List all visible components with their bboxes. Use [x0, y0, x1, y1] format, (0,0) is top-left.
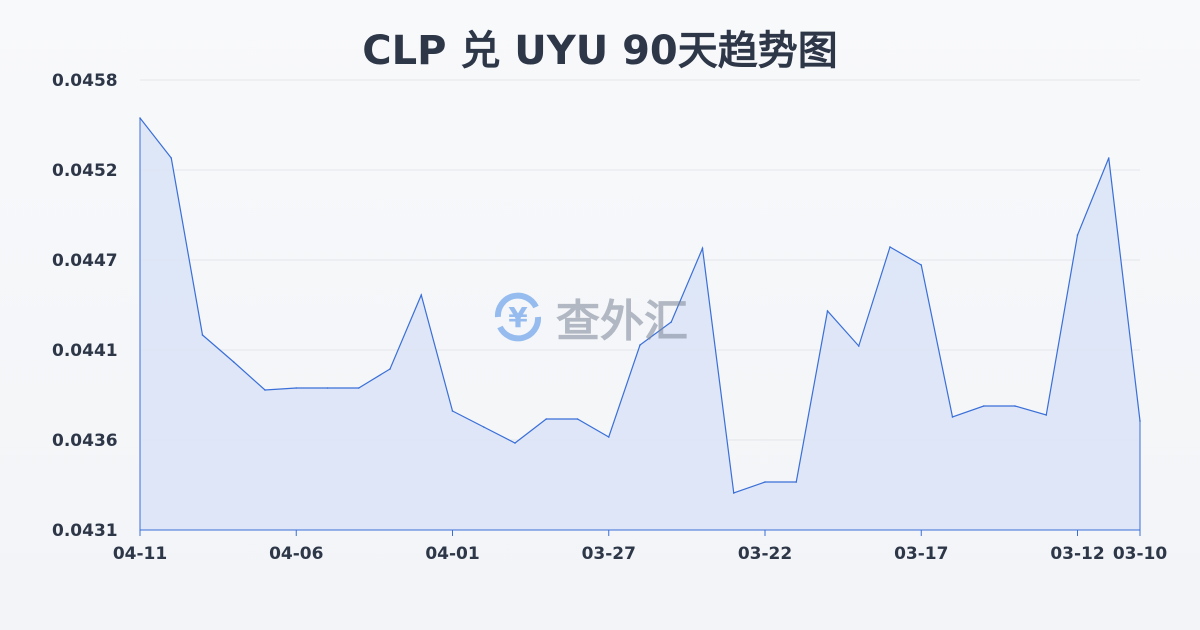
y-tick-label: 0.0431: [52, 521, 118, 541]
data-point: [639, 344, 641, 346]
data-point: [201, 334, 204, 336]
data-point: [326, 387, 329, 389]
area-fill: [140, 118, 1140, 530]
data-point: [764, 481, 766, 483]
data-point: [951, 416, 954, 418]
data-point: [514, 442, 516, 444]
x-tick-label: 03-22: [738, 544, 792, 564]
data-point: [170, 157, 173, 159]
data-point: [545, 418, 548, 420]
data-point: [732, 492, 735, 494]
y-tick-label: 0.0447: [52, 251, 118, 271]
data-point: [357, 387, 360, 389]
x-tick-label: 04-06: [269, 544, 323, 564]
data-point: [482, 426, 485, 428]
data-point: [889, 246, 891, 248]
data-point: [795, 481, 798, 483]
x-tick-label: 03-17: [894, 544, 948, 564]
chart-title: CLP 兑 UYU 90天趋势图: [362, 28, 838, 74]
data-point: [389, 368, 391, 370]
data-point: [295, 387, 298, 389]
y-tick-label: 0.0441: [52, 341, 118, 361]
watermark-text: 查外汇: [556, 296, 688, 347]
data-point: [670, 321, 673, 323]
data-point: [420, 294, 423, 296]
y-tick-label: 0.0452: [52, 161, 118, 181]
y-tick-label: 0.0436: [52, 431, 118, 451]
data-point: [232, 361, 235, 363]
watermark: ¥ 查外汇: [488, 285, 688, 349]
svg-text:¥: ¥: [508, 301, 528, 334]
data-point: [451, 410, 454, 412]
data-point: [264, 389, 266, 391]
yen-exchange-icon: ¥: [494, 292, 542, 342]
data-point: [857, 345, 860, 347]
data-point: [826, 310, 829, 312]
x-tick-label: 03-27: [582, 544, 636, 564]
y-tick-label: 0.0458: [52, 71, 118, 91]
data-point: [982, 405, 985, 407]
x-tick-label: 04-01: [425, 544, 479, 564]
data-point: [1045, 414, 1048, 416]
data-point: [576, 418, 579, 420]
data-point: [1014, 405, 1016, 407]
x-tick-label: 04-11: [113, 544, 167, 564]
data-point: [701, 247, 704, 250]
data-point: [920, 264, 923, 266]
data-point: [607, 436, 610, 438]
data-point: [1076, 234, 1079, 236]
x-tick-label: 03-12: [1050, 544, 1104, 564]
data-point: [1107, 157, 1110, 159]
x-tick-label: 03-10: [1113, 544, 1168, 564]
